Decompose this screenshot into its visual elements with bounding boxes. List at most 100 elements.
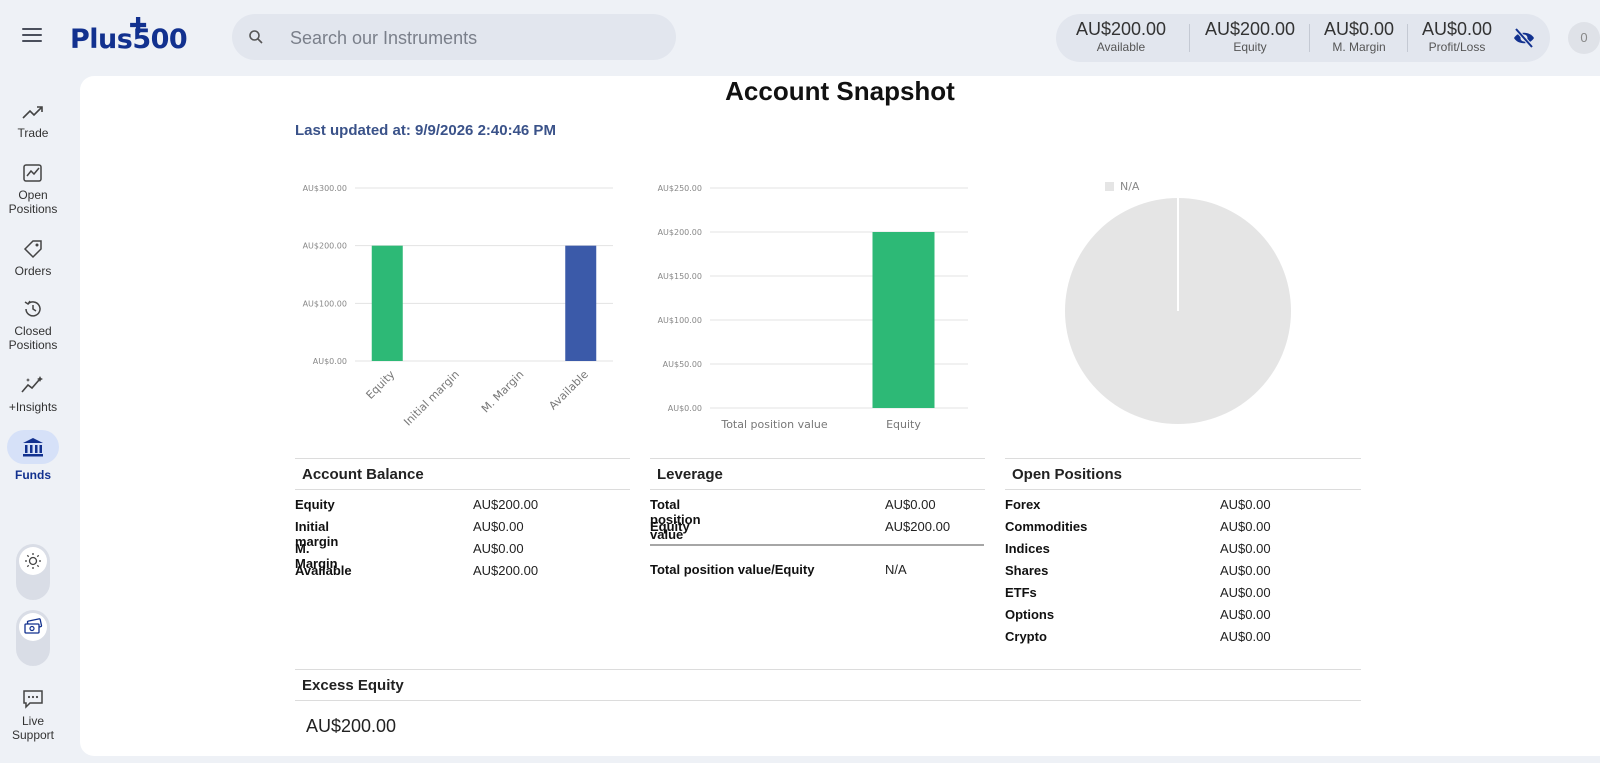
row-label: Total position value bbox=[650, 497, 701, 542]
divider bbox=[1407, 24, 1408, 52]
row-value: AU$0.00 bbox=[1220, 629, 1271, 644]
y-tick-label: AU$100.00 bbox=[303, 299, 347, 308]
x-tick-label: Equity bbox=[364, 368, 398, 402]
row-value: AU$0.00 bbox=[473, 541, 524, 556]
avatar[interactable]: 0 bbox=[1568, 22, 1600, 54]
row-label: Indices bbox=[1005, 541, 1050, 556]
sidebar-item-label: +Insights bbox=[8, 400, 58, 414]
legend-swatch bbox=[1105, 182, 1114, 191]
y-tick-label: AU$300.00 bbox=[303, 184, 347, 193]
row-value: AU$0.00 bbox=[1220, 519, 1271, 534]
row-label: Shares bbox=[1005, 563, 1049, 578]
sidebar-item-insights[interactable]: +Insights bbox=[0, 374, 66, 414]
toggle-knob bbox=[19, 547, 47, 575]
stat-value: AU$0.00 bbox=[1421, 19, 1493, 39]
active-indicator bbox=[7, 430, 59, 464]
stat-value: AU$200.00 bbox=[1204, 19, 1296, 39]
row-label: Forex bbox=[1005, 497, 1041, 512]
stat-profit-loss[interactable]: AU$0.00 Profit/Loss bbox=[1412, 19, 1502, 54]
stat-equity[interactable]: AU$200.00 Equity bbox=[1195, 19, 1305, 54]
leverage-bar-chart: AU$0.00 AU$50.00 AU$100.00 AU$150.00 AU$200.… bbox=[658, 184, 968, 431]
stat-value: AU$0.00 bbox=[1323, 19, 1395, 39]
sun-icon bbox=[25, 553, 41, 569]
sidebar-item-label: Funds bbox=[15, 468, 51, 482]
sidebar-item-label: Closed Positions bbox=[8, 324, 58, 352]
stat-label: Equity bbox=[1233, 40, 1267, 54]
toggle-knob bbox=[19, 613, 47, 641]
sidebar-item-live-support[interactable]: Live Support bbox=[0, 688, 66, 742]
money-toggle[interactable] bbox=[16, 610, 50, 666]
row-value: N/A bbox=[885, 562, 907, 577]
section-title: Open Positions bbox=[1012, 466, 1123, 483]
divider bbox=[1309, 24, 1310, 52]
row-label: Available bbox=[295, 563, 352, 578]
sidebar-item-label: Live Support bbox=[11, 714, 55, 742]
row-label: Equity bbox=[295, 497, 335, 512]
sidebar-item-funds[interactable]: Funds bbox=[0, 430, 66, 482]
row-value: AU$0.00 bbox=[473, 519, 524, 534]
open-positions-pie-chart: N/A bbox=[1065, 180, 1291, 424]
account-summary: AU$200.00 Available AU$200.00 Equity AU$… bbox=[1056, 14, 1550, 62]
sidebar-item-open-positions[interactable]: Open Positions bbox=[0, 162, 66, 216]
x-tick-label: Available bbox=[546, 368, 591, 413]
bar[interactable] bbox=[872, 232, 935, 408]
x-tick-label: Total position value bbox=[720, 418, 828, 431]
x-tick-label: M. Margin bbox=[479, 368, 526, 415]
logo-cross-icon: ✚ bbox=[129, 14, 148, 39]
row-label: M. Margin bbox=[295, 541, 338, 571]
tag-icon bbox=[23, 240, 42, 259]
sidebar: Trade Open Positions Orders Closed Positio… bbox=[0, 74, 66, 763]
row-label: Crypto bbox=[1005, 629, 1047, 644]
sidebar-item-label: Orders bbox=[14, 264, 52, 278]
stat-available[interactable]: AU$200.00 Available bbox=[1066, 19, 1176, 54]
y-tick-label: AU$200.00 bbox=[303, 242, 347, 251]
legend-label: N/A bbox=[1120, 180, 1140, 193]
page-title: Account Snapshot bbox=[725, 76, 955, 106]
top-bar: ✚ Plus500 AU$200.00 Available AU$200.00 … bbox=[0, 0, 1600, 74]
y-tick-label: AU$200.00 bbox=[658, 228, 702, 237]
row-value: AU$200.00 bbox=[473, 497, 539, 512]
stat-m-margin[interactable]: AU$0.00 M. Margin bbox=[1314, 19, 1404, 54]
row-value: AU$0.00 bbox=[1220, 541, 1271, 556]
excess-equity-header: Excess Equity bbox=[295, 669, 1361, 701]
row-value: AU$0.00 bbox=[1220, 497, 1271, 512]
row-label: Total position value/Equity bbox=[650, 562, 815, 577]
main-panel: Account Snapshot Last updated at: 9/9/20… bbox=[80, 76, 1600, 756]
row-value: AU$200.00 bbox=[885, 519, 951, 534]
y-tick-label: AU$250.00 bbox=[658, 184, 702, 193]
stat-label: Available bbox=[1096, 40, 1146, 54]
theme-toggle[interactable] bbox=[16, 544, 50, 600]
balance-bar-chart: AU$0.00 AU$100.00 AU$200.00 AU$300.00 Equity… bbox=[303, 184, 613, 429]
stat-label: M. Margin bbox=[1332, 40, 1386, 54]
account-balance-header: Account Balance bbox=[295, 458, 630, 490]
sidebar-item-closed-positions[interactable]: Closed Positions bbox=[0, 298, 66, 352]
section-title: Leverage bbox=[657, 466, 723, 483]
logo-text: Plus500 bbox=[70, 24, 188, 55]
sidebar-item-label: Trade bbox=[17, 126, 49, 140]
x-tick-label: Equity bbox=[886, 418, 921, 431]
stat-value: AU$200.00 bbox=[1075, 19, 1167, 39]
row-value: AU$200.00 bbox=[473, 563, 539, 578]
stat-label: Profit/Loss bbox=[1428, 40, 1486, 54]
x-tick-label: Initial margin bbox=[401, 368, 462, 429]
menu-icon[interactable] bbox=[22, 28, 42, 44]
search-bar[interactable] bbox=[232, 14, 676, 60]
sidebar-item-label: Open Positions bbox=[8, 188, 58, 216]
bar[interactable] bbox=[565, 245, 597, 361]
row-label: ETFs bbox=[1005, 585, 1037, 600]
y-tick-label: AU$0.00 bbox=[313, 357, 347, 366]
insights-icon bbox=[21, 376, 43, 393]
banknotes-icon bbox=[24, 618, 43, 634]
sidebar-item-trade[interactable]: Trade bbox=[0, 102, 66, 140]
trend-up-icon bbox=[22, 106, 43, 119]
search-input[interactable] bbox=[288, 23, 662, 53]
row-label: Initial margin bbox=[295, 519, 339, 549]
plus500-logo[interactable]: ✚ Plus500 bbox=[70, 14, 200, 55]
history-icon bbox=[24, 300, 41, 317]
bar[interactable] bbox=[371, 245, 403, 361]
sidebar-item-orders[interactable]: Orders bbox=[0, 238, 66, 278]
y-tick-label: AU$50.00 bbox=[663, 360, 702, 369]
y-tick-label: AU$0.00 bbox=[668, 404, 702, 413]
hide-balance-icon[interactable] bbox=[1512, 27, 1536, 49]
row-value: AU$0.00 bbox=[1220, 607, 1271, 622]
